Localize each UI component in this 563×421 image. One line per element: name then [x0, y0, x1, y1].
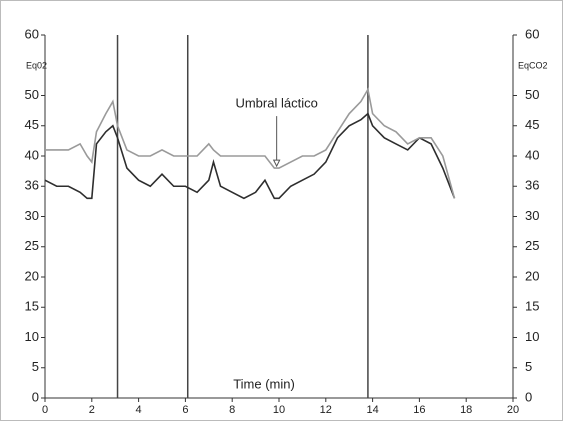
x-tick-label: 12 [320, 404, 332, 416]
y-tick-label: 10 [25, 329, 39, 344]
y2-tick-label: 5 [525, 359, 532, 374]
series-line [45, 87, 456, 199]
annotation-arrowhead [272, 159, 281, 168]
y2-tick-label: 20 [525, 268, 539, 283]
y-tick-label: 30 [25, 208, 39, 223]
y2-tick-label: 10 [525, 329, 539, 344]
x-tick-label: 20 [507, 404, 519, 416]
annotation-text: Umbral láctico [235, 96, 317, 111]
x-tick-label: 4 [136, 404, 142, 416]
y-tick-label: 36 [25, 178, 39, 193]
y-tick-label: 45 [25, 117, 39, 132]
x-tick-label: 18 [460, 404, 472, 416]
y2-tick-label: 60 [525, 26, 539, 41]
series-line [44, 112, 456, 200]
y-tick-label: 25 [25, 238, 39, 253]
y2-tick-label: 30 [525, 208, 539, 223]
y2-tick-label: 25 [525, 238, 539, 253]
y-tick-label: 60 [25, 26, 39, 41]
y2-tick-label: 45 [525, 117, 539, 132]
x-tick-label: 16 [413, 404, 425, 416]
y2-tick-label: 50 [525, 87, 539, 102]
y-tick-label: 0 [32, 389, 39, 404]
x-tick-label: 0 [42, 404, 48, 416]
x-tick-label: 8 [229, 404, 235, 416]
x-axis-label: Time (min) [233, 376, 295, 391]
x-tick-label: 10 [273, 404, 285, 416]
y2-tick-label: 15 [525, 299, 539, 314]
x-tick-label: 6 [182, 404, 188, 416]
y-tick-label: 5 [32, 359, 39, 374]
y2-tick-label: 40 [525, 147, 539, 162]
x-tick-label: 14 [366, 404, 378, 416]
y-tick-label: 50 [25, 87, 39, 102]
y2-axis-label: EqCO2 [518, 60, 548, 70]
x-tick-label: 2 [89, 404, 95, 416]
y2-tick-label: 36 [525, 178, 539, 193]
y2-tick-label: 0 [525, 389, 532, 404]
y-tick-label: 15 [25, 299, 39, 314]
y-axis-label: Eq02 [26, 60, 47, 70]
y-tick-label: 20 [25, 268, 39, 283]
y-tick-label: 40 [25, 147, 39, 162]
